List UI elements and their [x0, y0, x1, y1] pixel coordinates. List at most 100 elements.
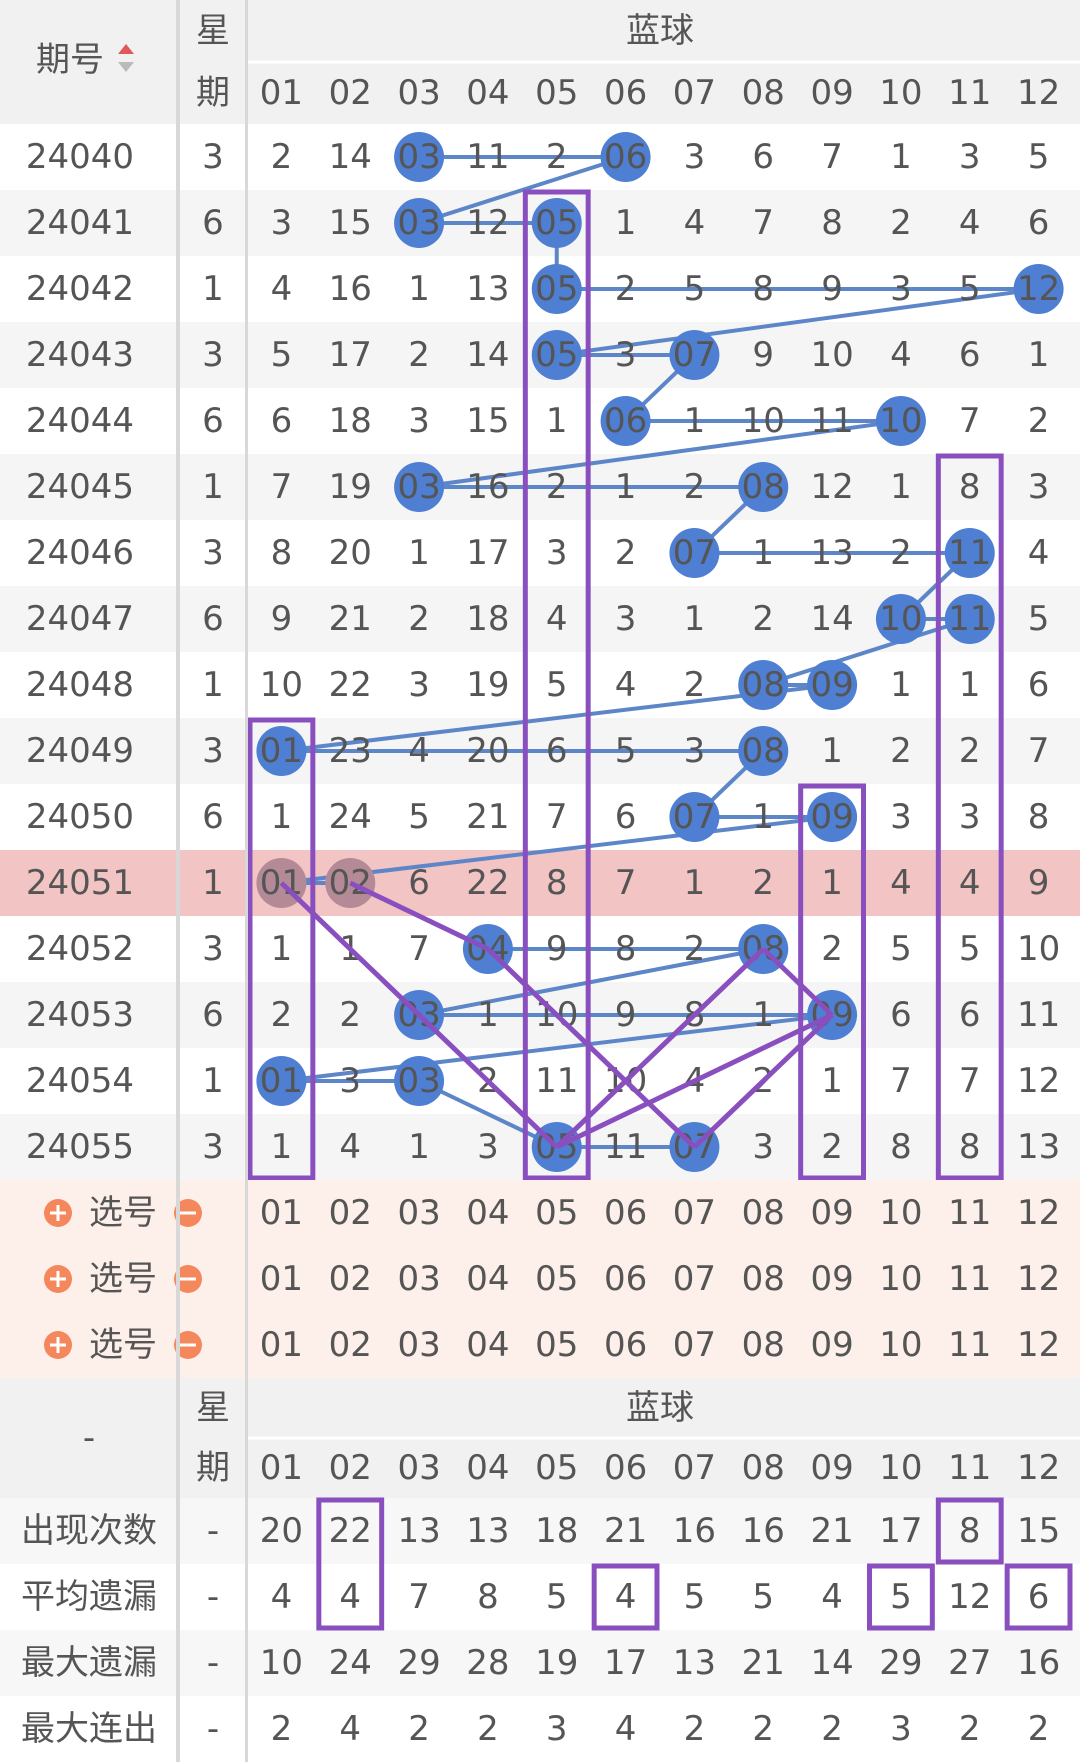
ball-number: 05 — [535, 269, 578, 309]
ball-number: 09 — [810, 665, 853, 705]
stats-value: 28 — [466, 1643, 509, 1683]
omission-number: 4 — [339, 1127, 361, 1167]
mark-line — [761, 947, 834, 1017]
omission-number: 2 — [821, 1127, 843, 1167]
select-number: 02 — [329, 1259, 372, 1299]
ball-number: 11 — [948, 599, 991, 639]
omission-number: 2 — [821, 929, 843, 969]
stats-value: 4 — [615, 1577, 637, 1617]
omission-number: 18 — [466, 599, 509, 639]
period: 24042 — [26, 269, 134, 309]
omission-number: 4 — [271, 269, 293, 309]
select-number: 02 — [329, 1325, 372, 1365]
ball-number: 10 — [879, 401, 922, 441]
select-number: 05 — [535, 1193, 578, 1233]
ball — [394, 462, 445, 512]
omission-number: 6 — [271, 401, 293, 441]
select-number: 09 — [810, 1193, 853, 1233]
column-label: 05 — [535, 73, 578, 113]
omission-number: 1 — [477, 995, 499, 1035]
omission-number: 5 — [271, 335, 293, 375]
select-number: 03 — [397, 1325, 440, 1365]
row-bg — [0, 652, 1080, 718]
stats-value: 29 — [397, 1643, 440, 1683]
stats-value: 18 — [535, 1511, 578, 1551]
stats-value: 5 — [890, 1577, 912, 1617]
stats-label: 最大遗漏 — [21, 1643, 157, 1683]
select-number: 04 — [466, 1193, 509, 1233]
sort-down — [118, 62, 134, 72]
add-icon — [50, 1337, 66, 1353]
ball — [394, 132, 445, 182]
stats-value: 21 — [604, 1511, 647, 1551]
trend-line — [418, 947, 764, 1017]
stats-value: 8 — [959, 1511, 981, 1551]
ball — [600, 132, 651, 182]
column-label: 01 — [260, 73, 303, 113]
select-number: 10 — [879, 1325, 922, 1365]
omission-number: 22 — [329, 665, 372, 705]
select-number: 11 — [948, 1259, 991, 1299]
stats-value: 2 — [1028, 1709, 1050, 1749]
weekday: 6 — [202, 995, 224, 1035]
header-blue: 蓝球 — [626, 1388, 694, 1428]
omission-number: 1 — [271, 929, 293, 969]
omission-number: 5 — [959, 929, 981, 969]
stats-value: 14 — [810, 1643, 853, 1683]
select-label: 选号 — [89, 1325, 157, 1365]
omission-number: 10 — [742, 401, 785, 441]
stats-value: 3 — [890, 1709, 912, 1749]
add-icon — [50, 1205, 66, 1221]
omission-number: 1 — [271, 797, 293, 837]
weekday: 1 — [202, 665, 224, 705]
stats-value: 4 — [271, 1577, 293, 1617]
omission-number: 1 — [546, 401, 568, 441]
omission-number: 19 — [329, 467, 372, 507]
omission-number: 4 — [890, 335, 912, 375]
stats-value: 7 — [408, 1577, 430, 1617]
select-label: 选号 — [89, 1259, 157, 1299]
omission-number: 3 — [615, 335, 637, 375]
column-label: 06 — [604, 1448, 647, 1488]
omission-number: 8 — [959, 467, 981, 507]
stats-value: 12 — [948, 1577, 991, 1617]
omission-number: 2 — [752, 599, 774, 639]
omission-number: 6 — [546, 731, 568, 771]
column-label: 10 — [879, 1448, 922, 1488]
stats-value: 10 — [260, 1643, 303, 1683]
omission-number: 20 — [466, 731, 509, 771]
omission-number: 6 — [1028, 665, 1050, 705]
omission-number: 7 — [959, 401, 981, 441]
omission-number: 2 — [684, 929, 706, 969]
omission-number: 9 — [271, 599, 293, 639]
omission-number: 7 — [821, 137, 843, 177]
weekday: 3 — [202, 335, 224, 375]
period: 24051 — [26, 863, 134, 903]
omission-number: 11 — [1017, 995, 1060, 1035]
stats-title: - — [83, 1418, 95, 1458]
omission-number: 21 — [466, 797, 509, 837]
ball-number: 06 — [604, 137, 647, 177]
omission-number: 13 — [1017, 1127, 1060, 1167]
ball-number: 05 — [535, 335, 578, 375]
omission-number: 1 — [684, 863, 706, 903]
trend-line — [556, 287, 1039, 357]
select-number: 11 — [948, 1325, 991, 1365]
select-number: 01 — [260, 1193, 303, 1233]
period: 24043 — [26, 335, 134, 375]
column-label: 01 — [260, 1448, 303, 1488]
ball-number: 08 — [742, 665, 785, 705]
select-number: 04 — [466, 1325, 509, 1365]
omission-number: 3 — [1028, 467, 1050, 507]
period: 24053 — [26, 995, 134, 1035]
omission-number: 1 — [821, 1061, 843, 1101]
row-bg — [0, 784, 1080, 850]
select-number: 10 — [879, 1259, 922, 1299]
ball — [394, 198, 445, 248]
ball-number: 07 — [673, 335, 716, 375]
omission-number: 4 — [1028, 533, 1050, 573]
omission-number: 10 — [1017, 929, 1060, 969]
column-label: 09 — [810, 73, 853, 113]
stats-bg — [0, 1696, 1080, 1762]
